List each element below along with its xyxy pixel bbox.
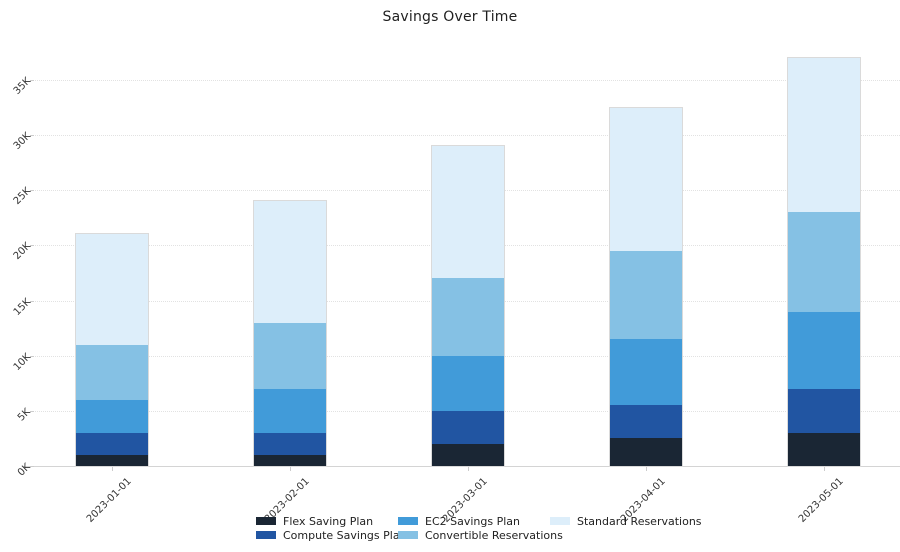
legend-item[interactable]: Convertible Reservations (398, 528, 563, 542)
bar-segment[interactable] (788, 57, 860, 213)
y-tick-label: 10K (11, 351, 33, 373)
y-tick-mark (30, 190, 34, 192)
x-tick-mark (112, 467, 113, 471)
legend-swatch (256, 517, 276, 525)
legend-swatch (550, 517, 570, 525)
y-tick-label: 30K (11, 130, 33, 153)
bar-segment[interactable] (254, 454, 326, 466)
x-tick-mark (290, 467, 291, 471)
bar-segment[interactable] (254, 388, 326, 433)
y-tick-mark (30, 80, 34, 81)
bar-segment[interactable] (788, 311, 860, 389)
y-gridline (35, 135, 900, 137)
x-tick-mark (468, 467, 469, 471)
bar-segment[interactable] (432, 410, 504, 444)
legend-label: Convertible Reservations (425, 528, 563, 542)
y-tick-label: 20K (11, 241, 33, 263)
legend-label: Compute Savings Plan (283, 528, 407, 542)
stacked-bar (609, 106, 683, 467)
legend-item[interactable]: EC2 Savings Plan (398, 514, 550, 528)
y-gridline (35, 80, 900, 81)
legend-label: Standard Reservations (577, 514, 702, 528)
bar-segment[interactable] (76, 234, 148, 345)
bar-segment[interactable] (76, 344, 148, 400)
y-tick-mark (30, 300, 34, 302)
y-tick-mark (30, 135, 34, 137)
bar-segment[interactable] (610, 107, 682, 251)
y-tick-mark (30, 245, 34, 247)
bar-segment[interactable] (432, 443, 504, 466)
stacked-bar (787, 56, 861, 467)
legend-swatch (256, 531, 276, 539)
bar-segment[interactable] (788, 388, 860, 433)
x-tick-mark (824, 467, 825, 471)
legend-item[interactable]: Flex Saving Plan (256, 514, 398, 528)
bar-segment[interactable] (254, 432, 326, 455)
legend-item[interactable]: Compute Savings Plan (256, 528, 407, 542)
chart-title: Savings Over Time (382, 9, 518, 25)
bar-segment[interactable] (610, 405, 682, 439)
bar-segment[interactable] (788, 432, 860, 466)
bar-segment[interactable] (610, 250, 682, 340)
legend-swatch (398, 517, 418, 525)
legend-swatch (398, 531, 418, 539)
bar-segment[interactable] (432, 146, 504, 279)
chart-legend: Flex Saving Plan Compute Savings Plan EC2 … (256, 514, 702, 542)
bar-segment[interactable] (76, 454, 148, 466)
y-tick-mark (30, 410, 34, 412)
bar-segment[interactable] (76, 399, 148, 433)
bar-segment[interactable] (254, 201, 326, 323)
legend-item[interactable]: Standard Reservations (550, 514, 702, 528)
bar-segment[interactable] (432, 278, 504, 356)
stacked-bar (253, 200, 327, 467)
x-tick-mark (646, 467, 647, 471)
legend-label: Flex Saving Plan (283, 514, 374, 528)
bar-segment[interactable] (610, 339, 682, 406)
bar-segment[interactable] (432, 355, 504, 411)
legend-label: EC2 Savings Plan (425, 514, 520, 528)
y-tick-label: 15K (11, 296, 33, 318)
bar-segment[interactable] (76, 432, 148, 455)
y-tick-mark (30, 466, 34, 467)
y-tick-label: 5K (15, 406, 33, 424)
y-tick-label: 35K (11, 75, 33, 98)
bar-segment[interactable] (788, 212, 860, 312)
x-tick-label: 2023-01-01 (84, 476, 134, 525)
x-tick-label: 2023-05-01 (796, 476, 846, 525)
stacked-bar (431, 145, 505, 467)
y-tick-label: 0K (15, 461, 33, 479)
bar-segment[interactable] (610, 438, 682, 466)
y-tick-mark (30, 355, 34, 357)
stacked-bar (75, 233, 149, 467)
bar-segment[interactable] (254, 322, 326, 389)
y-tick-label: 25K (11, 185, 33, 208)
